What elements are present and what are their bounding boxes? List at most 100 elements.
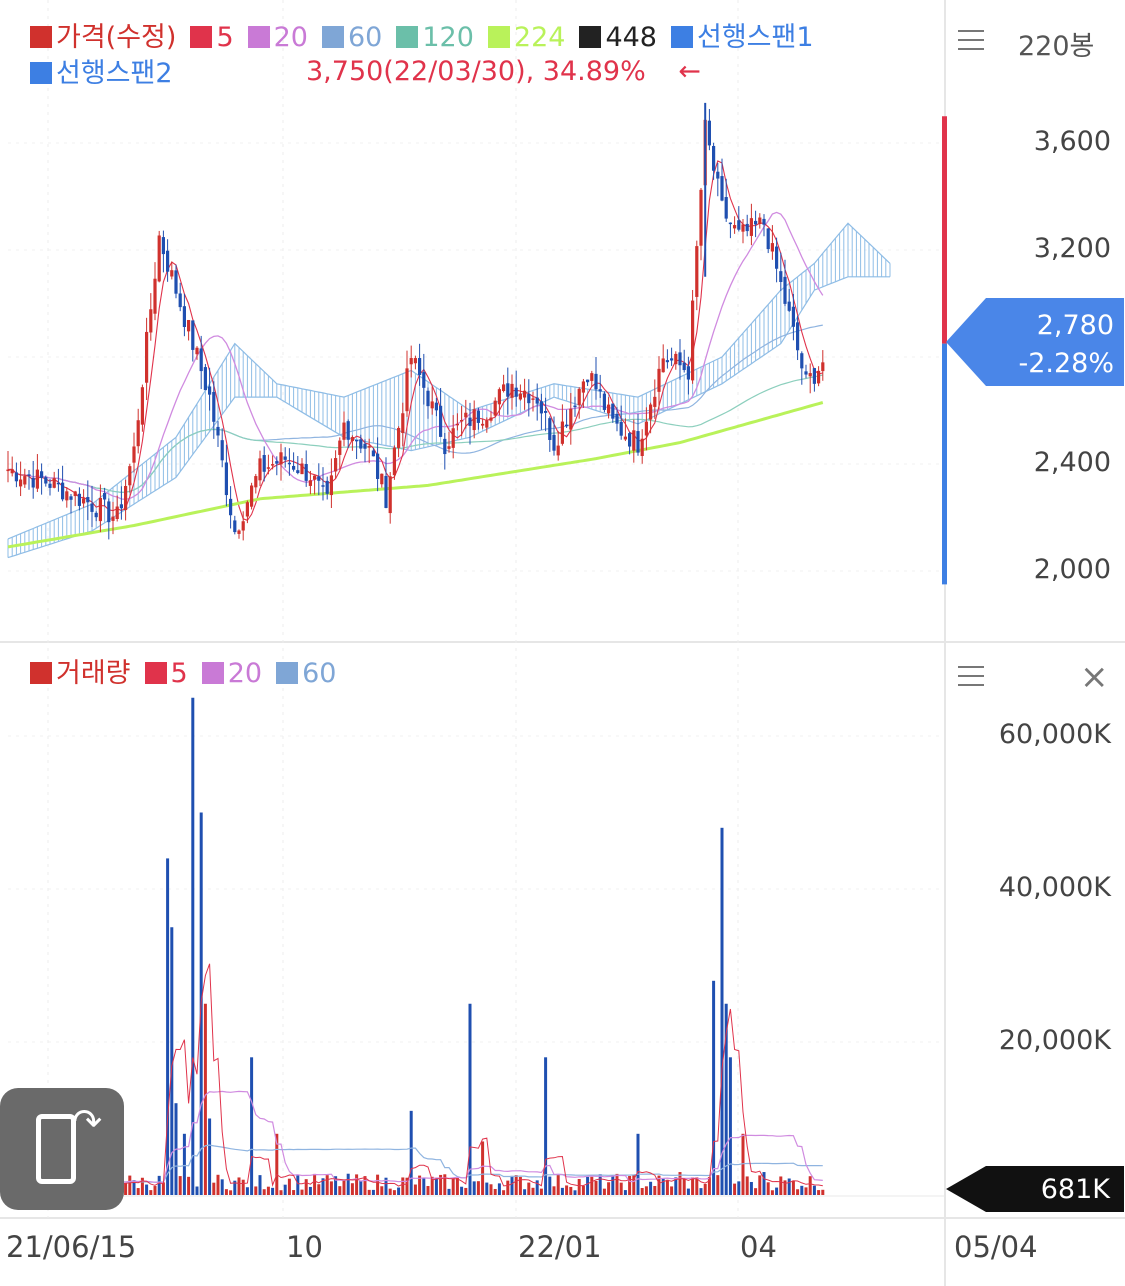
volume-legend-label: 5 — [170, 658, 188, 689]
price-range-up-bar — [942, 116, 947, 344]
volume-bar — [749, 1181, 753, 1195]
candle-body — [628, 433, 632, 447]
bars-count[interactable]: 220봉 — [1018, 31, 1095, 62]
price-legend-item[interactable]: 20 — [247, 20, 308, 56]
price-legend-item[interactable]: 선행스팬1 — [670, 20, 814, 56]
candle-body — [682, 362, 686, 371]
volume-bar — [258, 1175, 262, 1195]
volume-bar — [762, 1172, 766, 1195]
volume-bar — [401, 1177, 405, 1195]
candle-body — [350, 437, 354, 442]
close-icon[interactable]: × — [1080, 657, 1109, 697]
candle-body — [573, 405, 577, 408]
price-legend-swatch — [190, 26, 213, 48]
candle-body — [657, 368, 661, 392]
candle-body — [61, 482, 65, 500]
candle-body — [56, 482, 60, 485]
candle-body — [182, 306, 186, 327]
candle-body — [216, 426, 220, 436]
candle-body — [413, 358, 417, 364]
candle-body — [69, 496, 73, 500]
volume-bar — [573, 1190, 577, 1195]
candle-body — [502, 384, 506, 392]
volume-bar — [149, 1190, 153, 1195]
volume-bar — [237, 1177, 241, 1195]
volume-bar — [153, 1186, 157, 1195]
candle-body — [670, 358, 674, 361]
price-legend-item[interactable]: 60 — [321, 20, 382, 56]
candle-body — [262, 455, 266, 472]
candle-body — [808, 373, 812, 377]
candle-body — [321, 485, 325, 487]
volume-bar — [224, 1189, 228, 1195]
volume-bar — [380, 1186, 384, 1195]
volume-bar — [628, 1176, 632, 1195]
volume-legend-item[interactable]: 5 — [144, 656, 188, 692]
candle-body — [27, 474, 31, 476]
candle-body — [607, 404, 611, 414]
candle-body — [6, 469, 10, 472]
candle-body — [497, 389, 501, 405]
candle-body — [623, 436, 627, 440]
phone-icon — [36, 1114, 76, 1184]
volume-legend-item[interactable]: 20 — [201, 656, 262, 692]
volume-bar — [523, 1189, 527, 1195]
candle-body — [304, 464, 308, 481]
candle-body — [468, 417, 472, 426]
price-legend-label: 선행스팬2 — [56, 58, 173, 89]
ma-120-line — [7, 374, 823, 494]
volume-bar — [812, 1185, 816, 1195]
rotate-screen-button[interactable]: ↷ — [0, 1088, 124, 1210]
volume-legend-label: 거래량 — [56, 658, 131, 689]
price-legend-item[interactable]: 5 — [190, 20, 234, 56]
volume-bar — [128, 1175, 132, 1195]
volume-bar — [405, 1177, 409, 1195]
candle-body — [581, 381, 585, 393]
candle-body — [128, 466, 132, 486]
price-legend-item[interactable]: 448 — [579, 20, 657, 56]
volume-legend-item[interactable]: 60 — [276, 656, 336, 692]
candle-body — [157, 235, 161, 282]
volume-menu-icon[interactable] — [958, 666, 984, 688]
candle-body — [510, 383, 514, 398]
price-axis-tick-label: 2,000 — [1033, 554, 1111, 585]
volume-bar — [397, 1187, 401, 1195]
volume-bar — [661, 1178, 665, 1195]
volume-legend: 거래량 5 20 60 — [30, 656, 730, 692]
candle-body — [695, 246, 699, 297]
volume-legend-item[interactable]: 거래량 — [30, 656, 131, 692]
candle-body — [208, 386, 212, 395]
price-menu-icon[interactable] — [958, 30, 984, 52]
volume-bar — [615, 1173, 619, 1195]
candle-body — [195, 347, 199, 355]
volume-bar — [321, 1178, 325, 1195]
price-legend-item[interactable]: 120 — [396, 20, 474, 56]
volume-bar — [535, 1180, 539, 1195]
volume-bar — [439, 1174, 443, 1195]
price-legend-item[interactable]: 가격(수정) — [30, 20, 176, 56]
candle-body — [94, 512, 98, 518]
volume-bar — [514, 1175, 518, 1195]
candle-body — [602, 393, 606, 410]
price-legend-item[interactable]: 224 — [487, 20, 565, 56]
volume-bar — [413, 1184, 417, 1195]
candle-body — [615, 413, 619, 424]
candle-body — [649, 404, 653, 420]
volume-bar — [808, 1176, 812, 1195]
volume-bar — [355, 1174, 359, 1195]
candle-body — [691, 300, 695, 381]
candle-body — [153, 278, 157, 314]
volume-bar — [371, 1189, 375, 1195]
price-axis-tick-label: 3,600 — [1033, 126, 1111, 157]
volume-bar — [208, 1118, 212, 1195]
candle-body — [619, 421, 623, 436]
volume-ma-5-line — [7, 963, 823, 1188]
volume-bar — [254, 1186, 258, 1195]
volume-bar — [359, 1180, 363, 1195]
price-legend-item[interactable]: 선행스팬2 — [30, 56, 173, 92]
volume-bar — [531, 1187, 535, 1195]
candle-body — [598, 389, 602, 392]
candle-body — [699, 189, 703, 246]
